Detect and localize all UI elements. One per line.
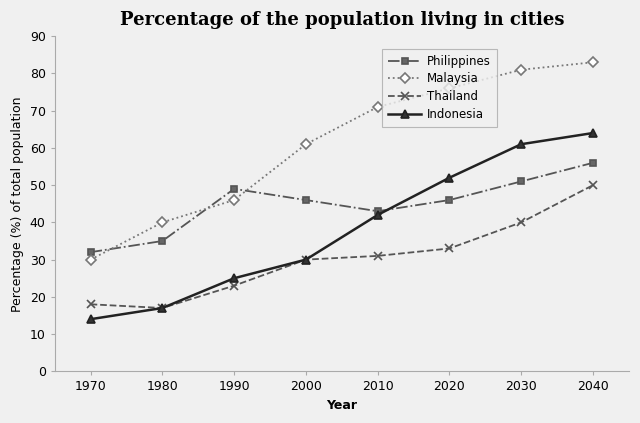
Line: Indonesia: Indonesia	[86, 129, 597, 323]
Thailand	[517, 220, 525, 225]
Malaysia	[589, 60, 597, 65]
Philippines	[374, 209, 381, 214]
Legend: Philippines, Malaysia, Thailand, Indonesia: Philippines, Malaysia, Thailand, Indones…	[382, 49, 497, 127]
Thailand	[374, 253, 381, 258]
Malaysia	[87, 257, 95, 262]
Thailand	[159, 305, 166, 310]
Malaysia	[445, 86, 453, 91]
Indonesia	[87, 317, 95, 322]
Line: Thailand: Thailand	[86, 181, 597, 312]
Malaysia	[517, 67, 525, 72]
Thailand	[302, 257, 310, 262]
Philippines	[589, 160, 597, 165]
Philippines	[230, 187, 238, 192]
Indonesia	[159, 305, 166, 310]
Philippines	[302, 198, 310, 203]
Thailand	[445, 246, 453, 251]
Indonesia	[517, 142, 525, 147]
Philippines	[445, 198, 453, 203]
Malaysia	[159, 220, 166, 225]
X-axis label: Year: Year	[326, 399, 357, 412]
Thailand	[87, 302, 95, 307]
Malaysia	[230, 198, 238, 203]
Line: Philippines: Philippines	[87, 159, 596, 255]
Line: Malaysia: Malaysia	[87, 59, 596, 263]
Philippines	[159, 239, 166, 244]
Indonesia	[302, 257, 310, 262]
Indonesia	[589, 130, 597, 135]
Indonesia	[374, 212, 381, 217]
Thailand	[230, 283, 238, 288]
Thailand	[589, 183, 597, 188]
Philippines	[517, 179, 525, 184]
Indonesia	[230, 276, 238, 281]
Title: Percentage of the population living in cities: Percentage of the population living in c…	[120, 11, 564, 29]
Malaysia	[374, 104, 381, 110]
Philippines	[87, 250, 95, 255]
Malaysia	[302, 142, 310, 147]
Y-axis label: Percentage (%) of total population: Percentage (%) of total population	[11, 96, 24, 311]
Indonesia	[445, 175, 453, 180]
